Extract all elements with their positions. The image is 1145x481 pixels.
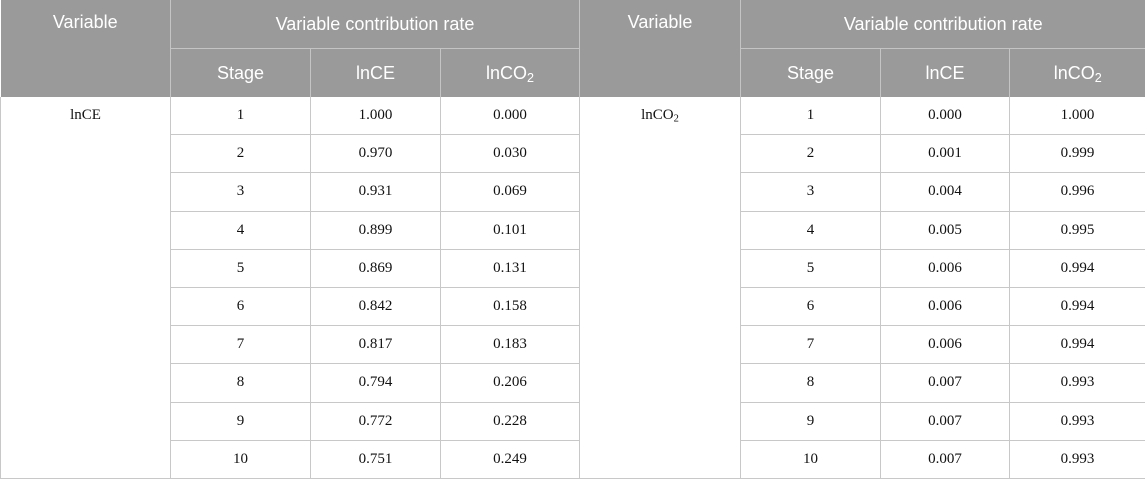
lnce-cell-right: 0.007: [880, 363, 1010, 403]
lnco2-cell-right: 0.996: [1009, 172, 1145, 212]
table-row: 9 0.772 0.228 9 0.007 0.993: [1, 402, 1145, 441]
stage-cell-right: 2: [740, 134, 881, 174]
lnce-cell-right: 0.006: [880, 287, 1010, 327]
table-row: 7 0.817 0.183 7 0.006 0.994: [1, 325, 1145, 365]
lnco2-cell-right: 0.995: [1009, 211, 1145, 250]
lnce-cell-right: 0.004: [880, 172, 1010, 212]
lnce-cell-left: 0.751: [310, 440, 441, 479]
table-header: Variable Variable contribution rate Vari…: [0, 0, 1145, 97]
header-lnce-right: lnCE: [880, 48, 1011, 97]
lnco2-cell-left: 0.101: [439, 211, 580, 250]
table-body: lnCE 1 1.000 0.000 lnCO2 1 0.000 1.000 2 0.970 0.0…: [0, 97, 1145, 479]
header-lnco2-left: lnCO2: [440, 48, 581, 97]
lnce-cell-left: 0.931: [310, 172, 441, 212]
lnco2-cell-right: 0.994: [1009, 287, 1145, 327]
lnce-cell-right: 0.007: [880, 402, 1010, 441]
lnco2-cell-left: 0.158: [439, 287, 580, 327]
table-row: 4 0.899 0.101 4 0.005 0.995: [1, 211, 1145, 250]
lnce-cell-left: 0.899: [310, 211, 441, 250]
table-row: 3 0.931 0.069 3 0.004 0.996: [1, 172, 1145, 212]
stage-cell-right: 9: [740, 402, 881, 441]
lnco2-cell-left: 0.206: [439, 363, 580, 403]
stage-cell-left: 1: [170, 97, 311, 136]
variable-cell-right: lnCO2: [579, 97, 741, 479]
table-row: 6 0.842 0.158 6 0.006 0.994: [1, 287, 1145, 327]
lnco2-cell-right: 0.999: [1009, 134, 1145, 174]
stage-cell-right: 4: [740, 211, 881, 250]
stage-cell-left: 4: [170, 211, 311, 250]
lnce-cell-right: 0.006: [880, 325, 1010, 365]
header-lnce-left: lnCE: [310, 48, 441, 97]
lnce-cell-left: 0.842: [310, 287, 441, 327]
lnco2-cell-right: 0.993: [1009, 363, 1145, 403]
lnce-cell-right: 0.005: [880, 211, 1010, 250]
lnco2-cell-right: 0.993: [1009, 402, 1145, 441]
stage-cell-right: 5: [740, 249, 881, 288]
header-lnco2-right: lnCO2: [1009, 48, 1145, 97]
lnco2-cell-right: 0.994: [1009, 249, 1145, 288]
header-contribution-left: Variable contribution rate: [170, 0, 581, 49]
lnco2-cell-left: 0.183: [439, 325, 580, 365]
table-row: 2 0.970 0.030 2 0.001 0.999: [1, 134, 1145, 174]
header-stage-left: Stage: [170, 48, 311, 97]
lnce-cell-left: 1.000: [310, 97, 441, 136]
header-variable-right: Variable: [579, 0, 742, 97]
lnco2-cell-left: 0.069: [439, 172, 580, 212]
stage-cell-left: 10: [170, 440, 311, 479]
lnco2-cell-right: 1.000: [1009, 97, 1145, 136]
variable-cell-left: lnCE: [0, 97, 171, 479]
stage-cell-left: 9: [170, 402, 311, 441]
lnce-cell-left: 0.869: [310, 249, 441, 288]
lnco2-cell-right: 0.994: [1009, 325, 1145, 365]
stage-cell-right: 3: [740, 172, 881, 212]
table-row: 8 0.794 0.206 8 0.007 0.993: [1, 363, 1145, 403]
header-variable-left: Variable: [0, 0, 171, 97]
table-row: lnCE 1 1.000 0.000 lnCO2 1 0.000 1.000: [0, 97, 1145, 479]
stage-cell-left: 2: [170, 134, 311, 174]
stage-cell-left: 6: [170, 287, 311, 327]
lnco2-cell-left: 0.000: [439, 97, 580, 136]
lnco2-cell-left: 0.030: [439, 134, 580, 174]
stage-cell-left: 8: [170, 363, 311, 403]
lnce-cell-right: 0.007: [880, 440, 1010, 479]
stage-cell-right: 8: [740, 363, 881, 403]
stage-cell-left: 7: [170, 325, 311, 365]
stage-cell-left: 5: [170, 249, 311, 288]
lnce-cell-left: 0.794: [310, 363, 441, 403]
table-row: 10 0.751 0.249 10 0.007 0.993: [1, 440, 1145, 479]
table-row: 5 0.869 0.131 5 0.006 0.994: [1, 249, 1145, 288]
stage-cell-right: 10: [740, 440, 881, 479]
lnco2-cell-left: 0.228: [439, 402, 580, 441]
stage-cell-right: 7: [740, 325, 881, 365]
header-contribution-right: Variable contribution rate: [740, 0, 1145, 49]
lnce-cell-left: 0.817: [310, 325, 441, 365]
stage-cell-right: 1: [740, 97, 881, 136]
lnco2-cell-left: 0.131: [439, 249, 580, 288]
lnce-cell-right: 0.000: [880, 97, 1010, 136]
lnco2-cell-left: 0.249: [439, 440, 580, 479]
header-stage-right: Stage: [740, 48, 882, 97]
lnco2-cell-right: 0.993: [1009, 440, 1145, 479]
stage-cell-right: 6: [740, 287, 881, 327]
lnce-cell-right: 0.001: [880, 134, 1010, 174]
lnce-cell-right: 0.006: [880, 249, 1010, 288]
lnce-cell-left: 0.772: [310, 402, 441, 441]
stage-cell-left: 3: [170, 172, 311, 212]
lnce-cell-left: 0.970: [310, 134, 441, 174]
